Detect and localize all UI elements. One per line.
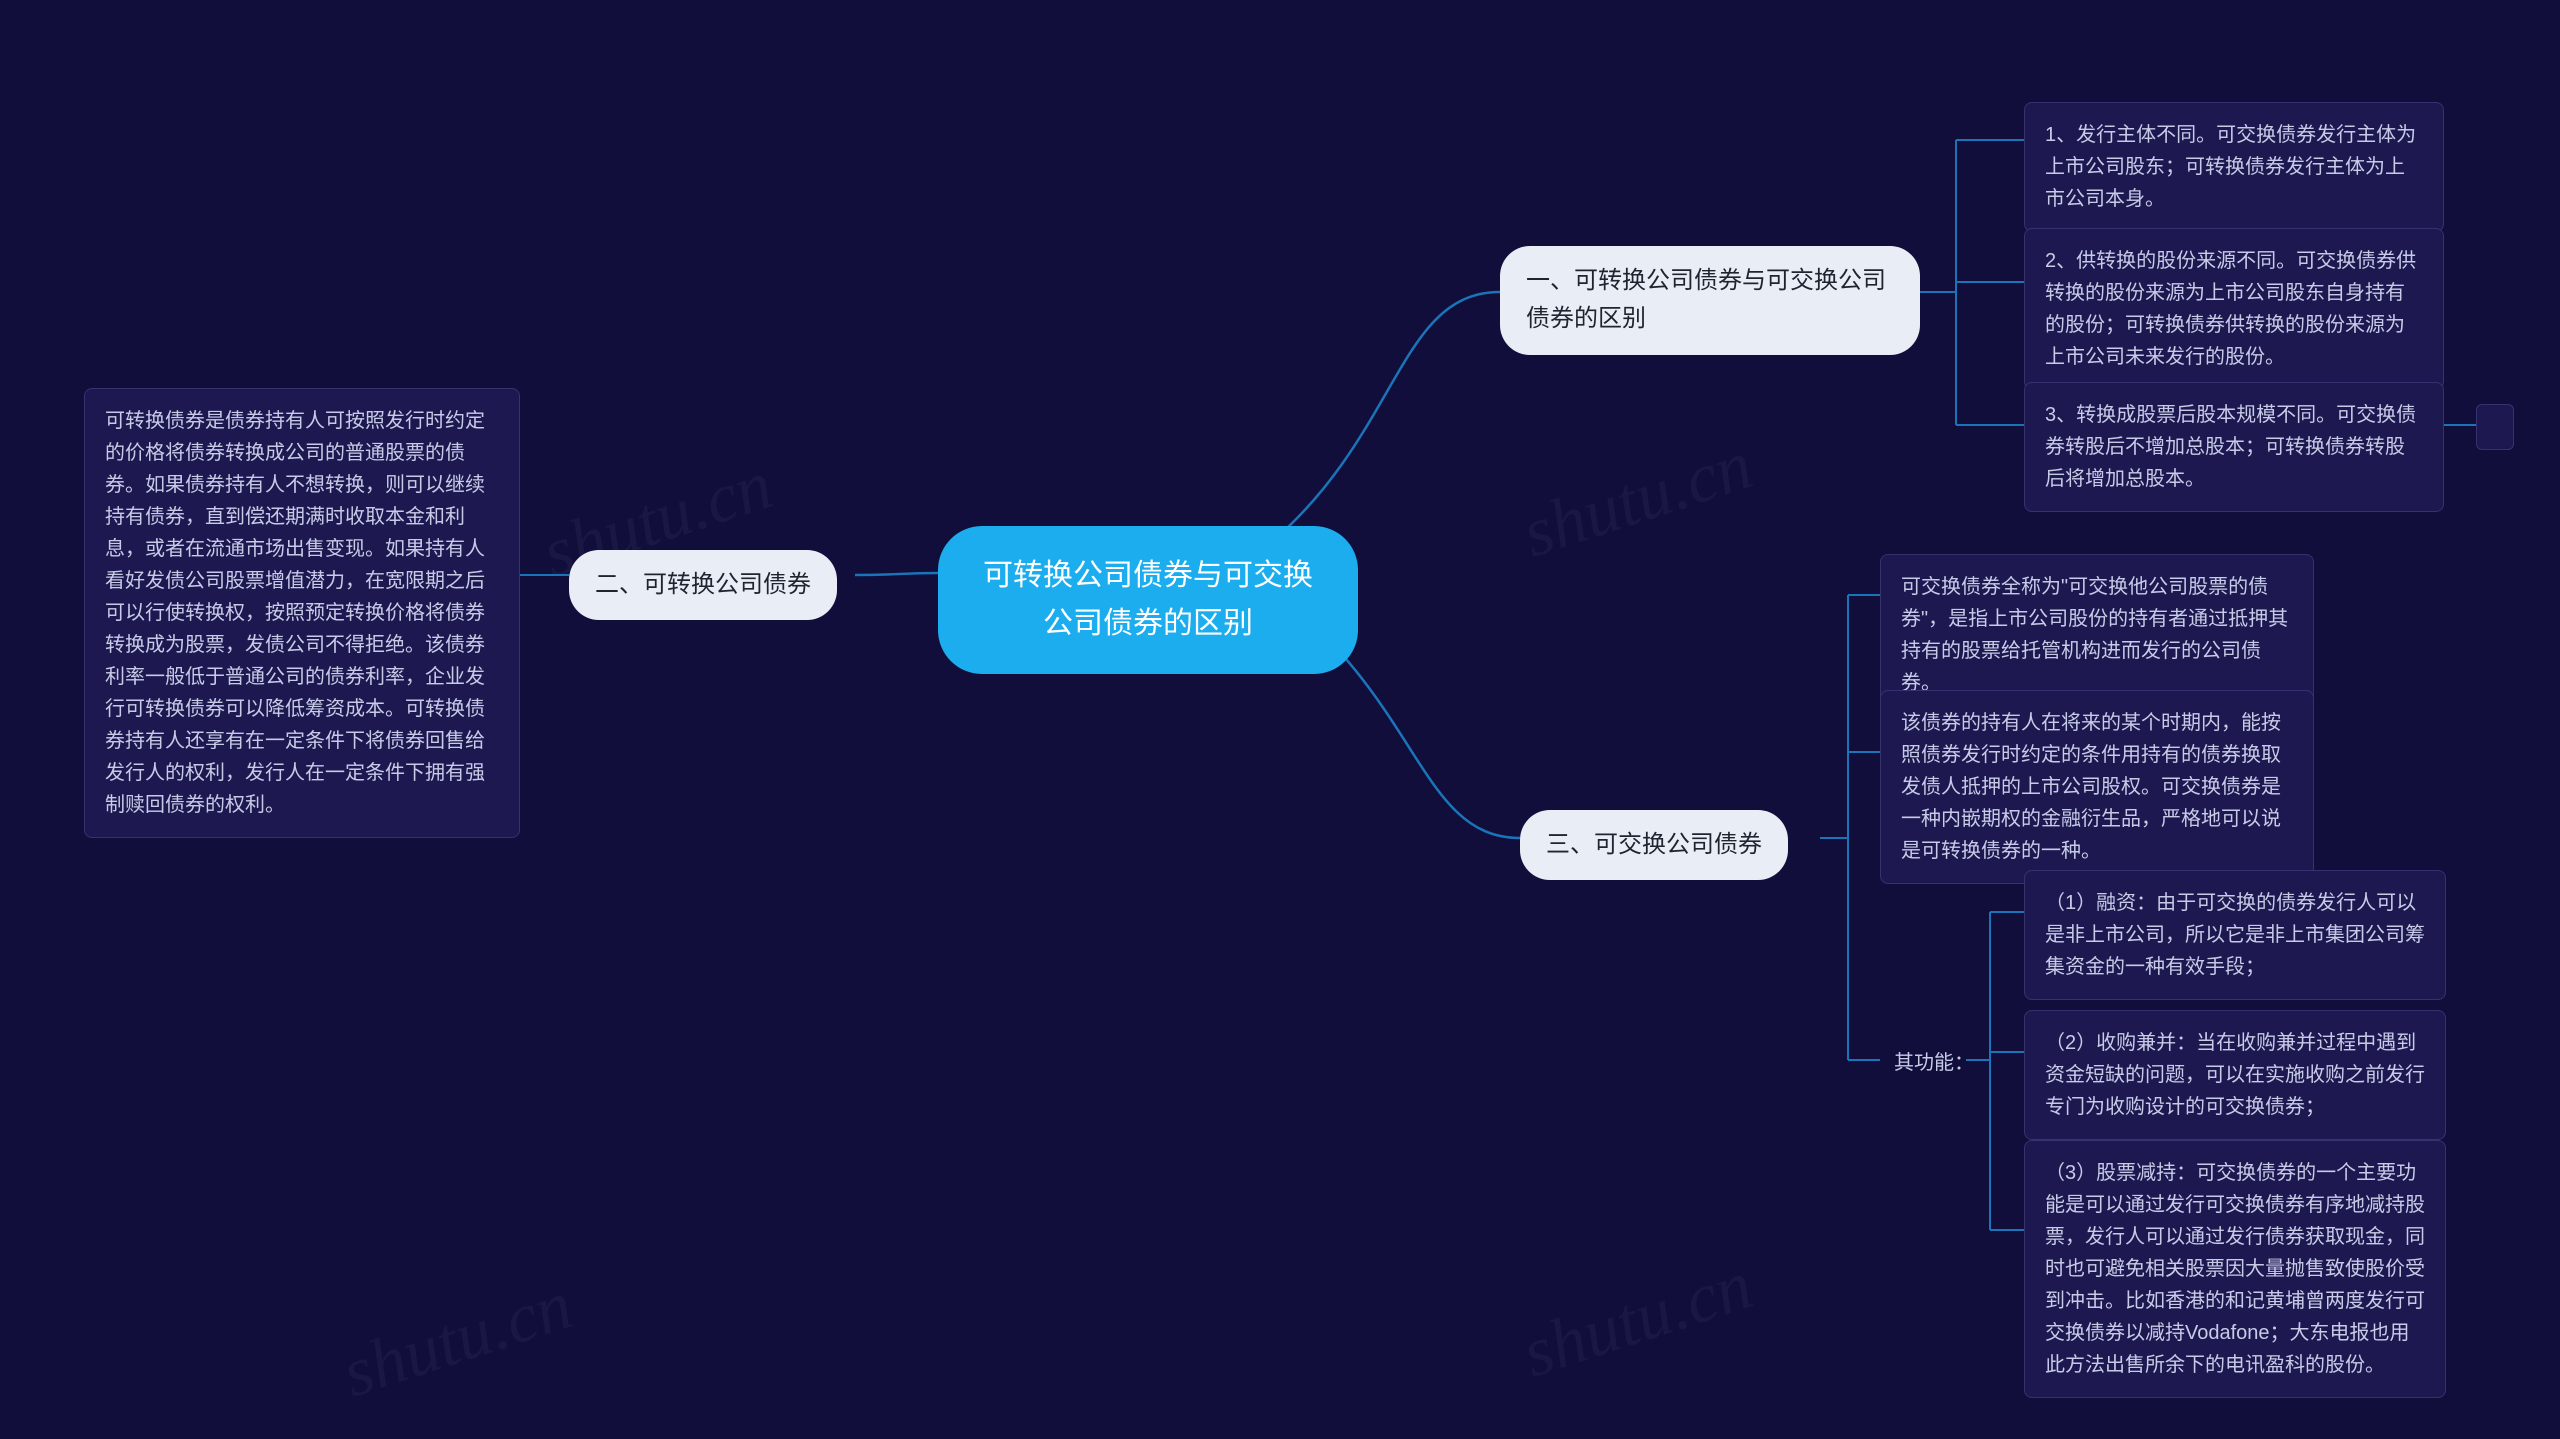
leaf-text: 该债券的持有人在将来的某个时期内，能按照债券发行时约定的条件用持有的债券换取发债… bbox=[1901, 712, 2281, 862]
leaf-text: 可交换债券全称为"可交换他公司股票的债券"，是指上市公司股份的持有者通过抵押其持… bbox=[1901, 576, 2288, 694]
branch-differences[interactable]: 一、可转换公司债券与可交换公司债券的区别 bbox=[1500, 246, 1920, 355]
leaf-text: （2）收购兼并：当在收购兼并过程中遇到资金短缺的问题，可以在实施收购之前发行专门… bbox=[2045, 1032, 2425, 1118]
center-topic[interactable]: 可转换公司债券与可交换 公司债券的区别 bbox=[938, 526, 1358, 674]
func-item-1[interactable]: （1）融资：由于可交换的债券发行人可以是非上市公司，所以它是非上市集团公司筹集资… bbox=[2024, 870, 2446, 1000]
leaf-text: （1）融资：由于可交换的债券发行人可以是非上市公司，所以它是非上市集团公司筹集资… bbox=[2045, 892, 2425, 978]
exch-item-2[interactable]: 该债券的持有人在将来的某个时期内，能按照债券发行时约定的条件用持有的债券换取发债… bbox=[1880, 690, 2314, 884]
watermark: shutu.cn bbox=[1513, 1246, 1761, 1395]
diff-item-2[interactable]: 2、供转换的股份来源不同。可交换债券供转换的股份来源为上市公司股东自身持有的股份… bbox=[2024, 228, 2444, 390]
diff-item-1[interactable]: 1、发行主体不同。可交换债券发行主体为上市公司股东；可转换债券发行主体为上市公司… bbox=[2024, 102, 2444, 232]
leaf-text: 1、发行主体不同。可交换债券发行主体为上市公司股东；可转换债券发行主体为上市公司… bbox=[2045, 124, 2416, 210]
func-item-3[interactable]: （3）股票减持：可交换债券的一个主要功能是可以通过发行可交换债券有序地减持股票，… bbox=[2024, 1140, 2446, 1398]
leaf-text: 2、供转换的股份来源不同。可交换债券供转换的股份来源为上市公司股东自身持有的股份… bbox=[2045, 250, 2416, 368]
collapsed-stub[interactable] bbox=[2476, 404, 2514, 450]
branch-convertible[interactable]: 二、可转换公司债券 bbox=[569, 550, 837, 620]
center-line1: 可转换公司债券与可交换 bbox=[974, 552, 1322, 600]
func-item-2[interactable]: （2）收购兼并：当在收购兼并过程中遇到资金短缺的问题，可以在实施收购之前发行专门… bbox=[2024, 1010, 2446, 1140]
center-line2: 公司债券的区别 bbox=[974, 600, 1322, 648]
diff-item-3[interactable]: 3、转换成股票后股本规模不同。可交换债券转股后不增加总股本；可转换债券转股后将增… bbox=[2024, 382, 2444, 512]
branch-label: 三、可交换公司债券 bbox=[1546, 831, 1762, 858]
leaf-text: 3、转换成股票后股本规模不同。可交换债券转股后不增加总股本；可转换债券转股后将增… bbox=[2045, 404, 2416, 490]
convertible-detail[interactable]: 可转换债券是债券持有人可按照发行时约定的价格将债券转换成公司的普通股票的债券。如… bbox=[84, 388, 520, 838]
leaf-text: 可转换债券是债券持有人可按照发行时约定的价格将债券转换成公司的普通股票的债券。如… bbox=[105, 410, 485, 816]
functions-label: 其功能： bbox=[1894, 1046, 1974, 1075]
branch-exchangeable[interactable]: 三、可交换公司债券 bbox=[1520, 810, 1788, 880]
branch-label: 一、可转换公司债券与可交换公司债券的区别 bbox=[1526, 267, 1886, 332]
branch-label: 二、可转换公司债券 bbox=[595, 571, 811, 598]
watermark: shutu.cn bbox=[1513, 426, 1761, 575]
leaf-text: （3）股票减持：可交换债券的一个主要功能是可以通过发行可交换债券有序地减持股票，… bbox=[2045, 1162, 2425, 1376]
watermark: shutu.cn bbox=[333, 1266, 581, 1415]
